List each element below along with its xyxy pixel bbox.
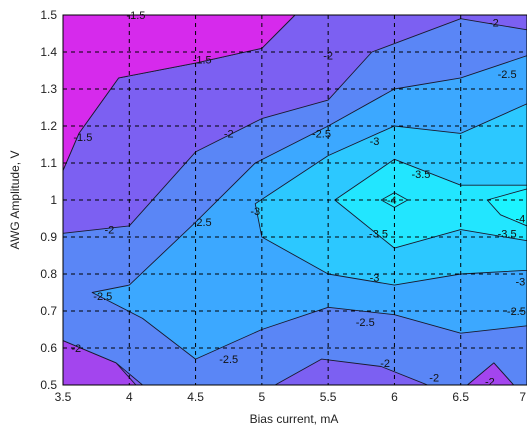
y-tick-label: 0.9: [40, 230, 57, 244]
contour-label: -2: [489, 17, 499, 29]
contour-label: -2.5: [356, 317, 375, 329]
contour-label: -2.5: [498, 69, 517, 81]
contour-label: -1.5: [73, 132, 92, 144]
contour-label: -2.5: [193, 217, 212, 229]
contour-label: -2: [323, 51, 333, 63]
plot-frame: [62, 14, 527, 386]
x-tick-label: 5.5: [320, 390, 337, 404]
contour-label: -2: [429, 373, 439, 385]
x-tick-label: 3.5: [55, 390, 72, 404]
y-tick-label: 1: [50, 193, 57, 207]
x-axis-ticks: 3.5 4 4.5 5 5.5 6 6.5 7: [55, 390, 527, 404]
contour-label: -3: [370, 273, 380, 285]
contour-label: -3: [370, 136, 380, 148]
y-tick-label: 1.3: [40, 82, 57, 96]
contour-label: -2: [380, 358, 390, 370]
x-tick-label: 4: [126, 390, 133, 404]
contour-band-minus-4-right: [486, 188, 527, 227]
contour-label: -3.5: [369, 228, 388, 240]
contour-label: -2: [224, 128, 234, 140]
grid: [62, 14, 527, 386]
y-tick-label: 0.8: [40, 267, 57, 281]
contour-label: -3: [515, 276, 525, 288]
contour-band-minus-3-5: [334, 158, 527, 249]
x-axis-label: Bias current, mA: [250, 412, 339, 426]
x-tick-label: 6.5: [452, 390, 469, 404]
contour-label: -3.5: [498, 228, 517, 240]
contour-label: -2: [105, 225, 115, 237]
contour-label: -4: [387, 195, 397, 207]
y-tick-label: 1.5: [40, 8, 57, 22]
contour-labels: -1.5 -1.5 -1.5 -2 -2 -2 -2 -2 -2 -2 -2 -2.5 -2.5 -2.5…: [71, 10, 526, 388]
y-tick-label: 0.7: [40, 304, 57, 318]
contour-label: -2.5: [312, 128, 331, 140]
contour-label: -2.5: [507, 306, 526, 318]
contour-label: -2.5: [93, 291, 112, 303]
contour-label: -4: [515, 214, 525, 226]
y-tick-label: 1.1: [40, 156, 57, 170]
contour-label: -1.5: [193, 54, 212, 66]
y-axis-label: AWG Amplitude, V: [8, 151, 22, 250]
contour-label: -2: [485, 376, 495, 388]
y-tick-label: 1.2: [40, 119, 57, 133]
x-tick-label: 5: [259, 390, 266, 404]
contour-label: -2: [71, 343, 81, 355]
contour-label: -3.5: [411, 169, 430, 181]
y-tick-label: 0.5: [40, 378, 57, 392]
y-tick-label: 1.4: [40, 45, 57, 59]
x-tick-label: 4.5: [187, 390, 204, 404]
x-tick-label: 6: [391, 390, 398, 404]
contour-label: -1.5: [126, 10, 145, 22]
contour-label: -3: [250, 206, 260, 218]
y-axis-ticks: 0.5 0.6 0.7 0.8 0.9 1 1.1 1.2 1.3 1.4 1.5: [40, 8, 57, 392]
y-tick-label: 0.6: [40, 341, 57, 355]
contour-band-top-left: [62, 14, 296, 171]
x-tick-label: 7: [519, 390, 526, 404]
contour-label: -2.5: [219, 354, 238, 366]
